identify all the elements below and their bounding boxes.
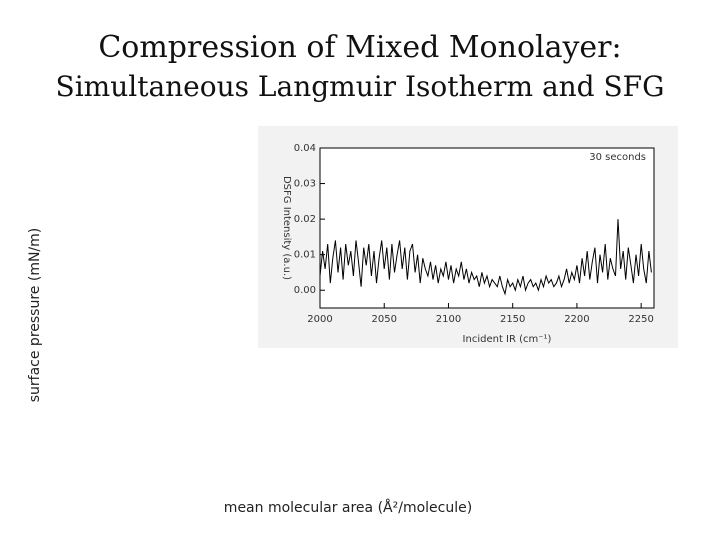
x-tick-label: 2000 (307, 314, 332, 325)
surface-pressure-axis-label: surface pressure (mN/m) (27, 227, 43, 403)
x-axis-label: Incident IR (cm⁻¹) (463, 334, 552, 345)
y-axis-label: DSFG Intensity (a.u.) (281, 176, 292, 280)
y-tick-label: 0.03 (294, 179, 316, 190)
x-tick-label: 2200 (564, 314, 589, 325)
y-tick-label: 0.00 (294, 285, 316, 296)
sfg-spectrum-svg: 0.04 0.03 0.02 0.01 0.00 2000 2050 2100 2150 2200… (281, 143, 655, 345)
chart-annotation: 30 seconds (589, 152, 646, 163)
mean-molecular-area-axis-label: mean molecular area (Å²/molecule) (223, 500, 473, 516)
y-tick-label: 0.01 (294, 250, 316, 261)
x-tick-label: 2100 (436, 314, 461, 325)
x-tick-label: 2150 (500, 314, 525, 325)
slide-title-line2: Simultaneous Langmuir Isotherm and SFG (55, 70, 665, 103)
x-tick-label: 2250 (628, 314, 653, 325)
y-tick-label: 0.04 (294, 143, 316, 154)
sfg-spectrum-chart: 0.04 0.03 0.02 0.01 0.00 2000 2050 2100 2150 2200… (258, 126, 678, 348)
plot-area (319, 147, 655, 309)
slide-title-line1: Compression of Mixed Monolayer: (98, 30, 622, 65)
x-tick-label: 2050 (372, 314, 397, 325)
sfg-intensity-line (319, 219, 652, 296)
y-tick-label: 0.02 (294, 214, 316, 225)
